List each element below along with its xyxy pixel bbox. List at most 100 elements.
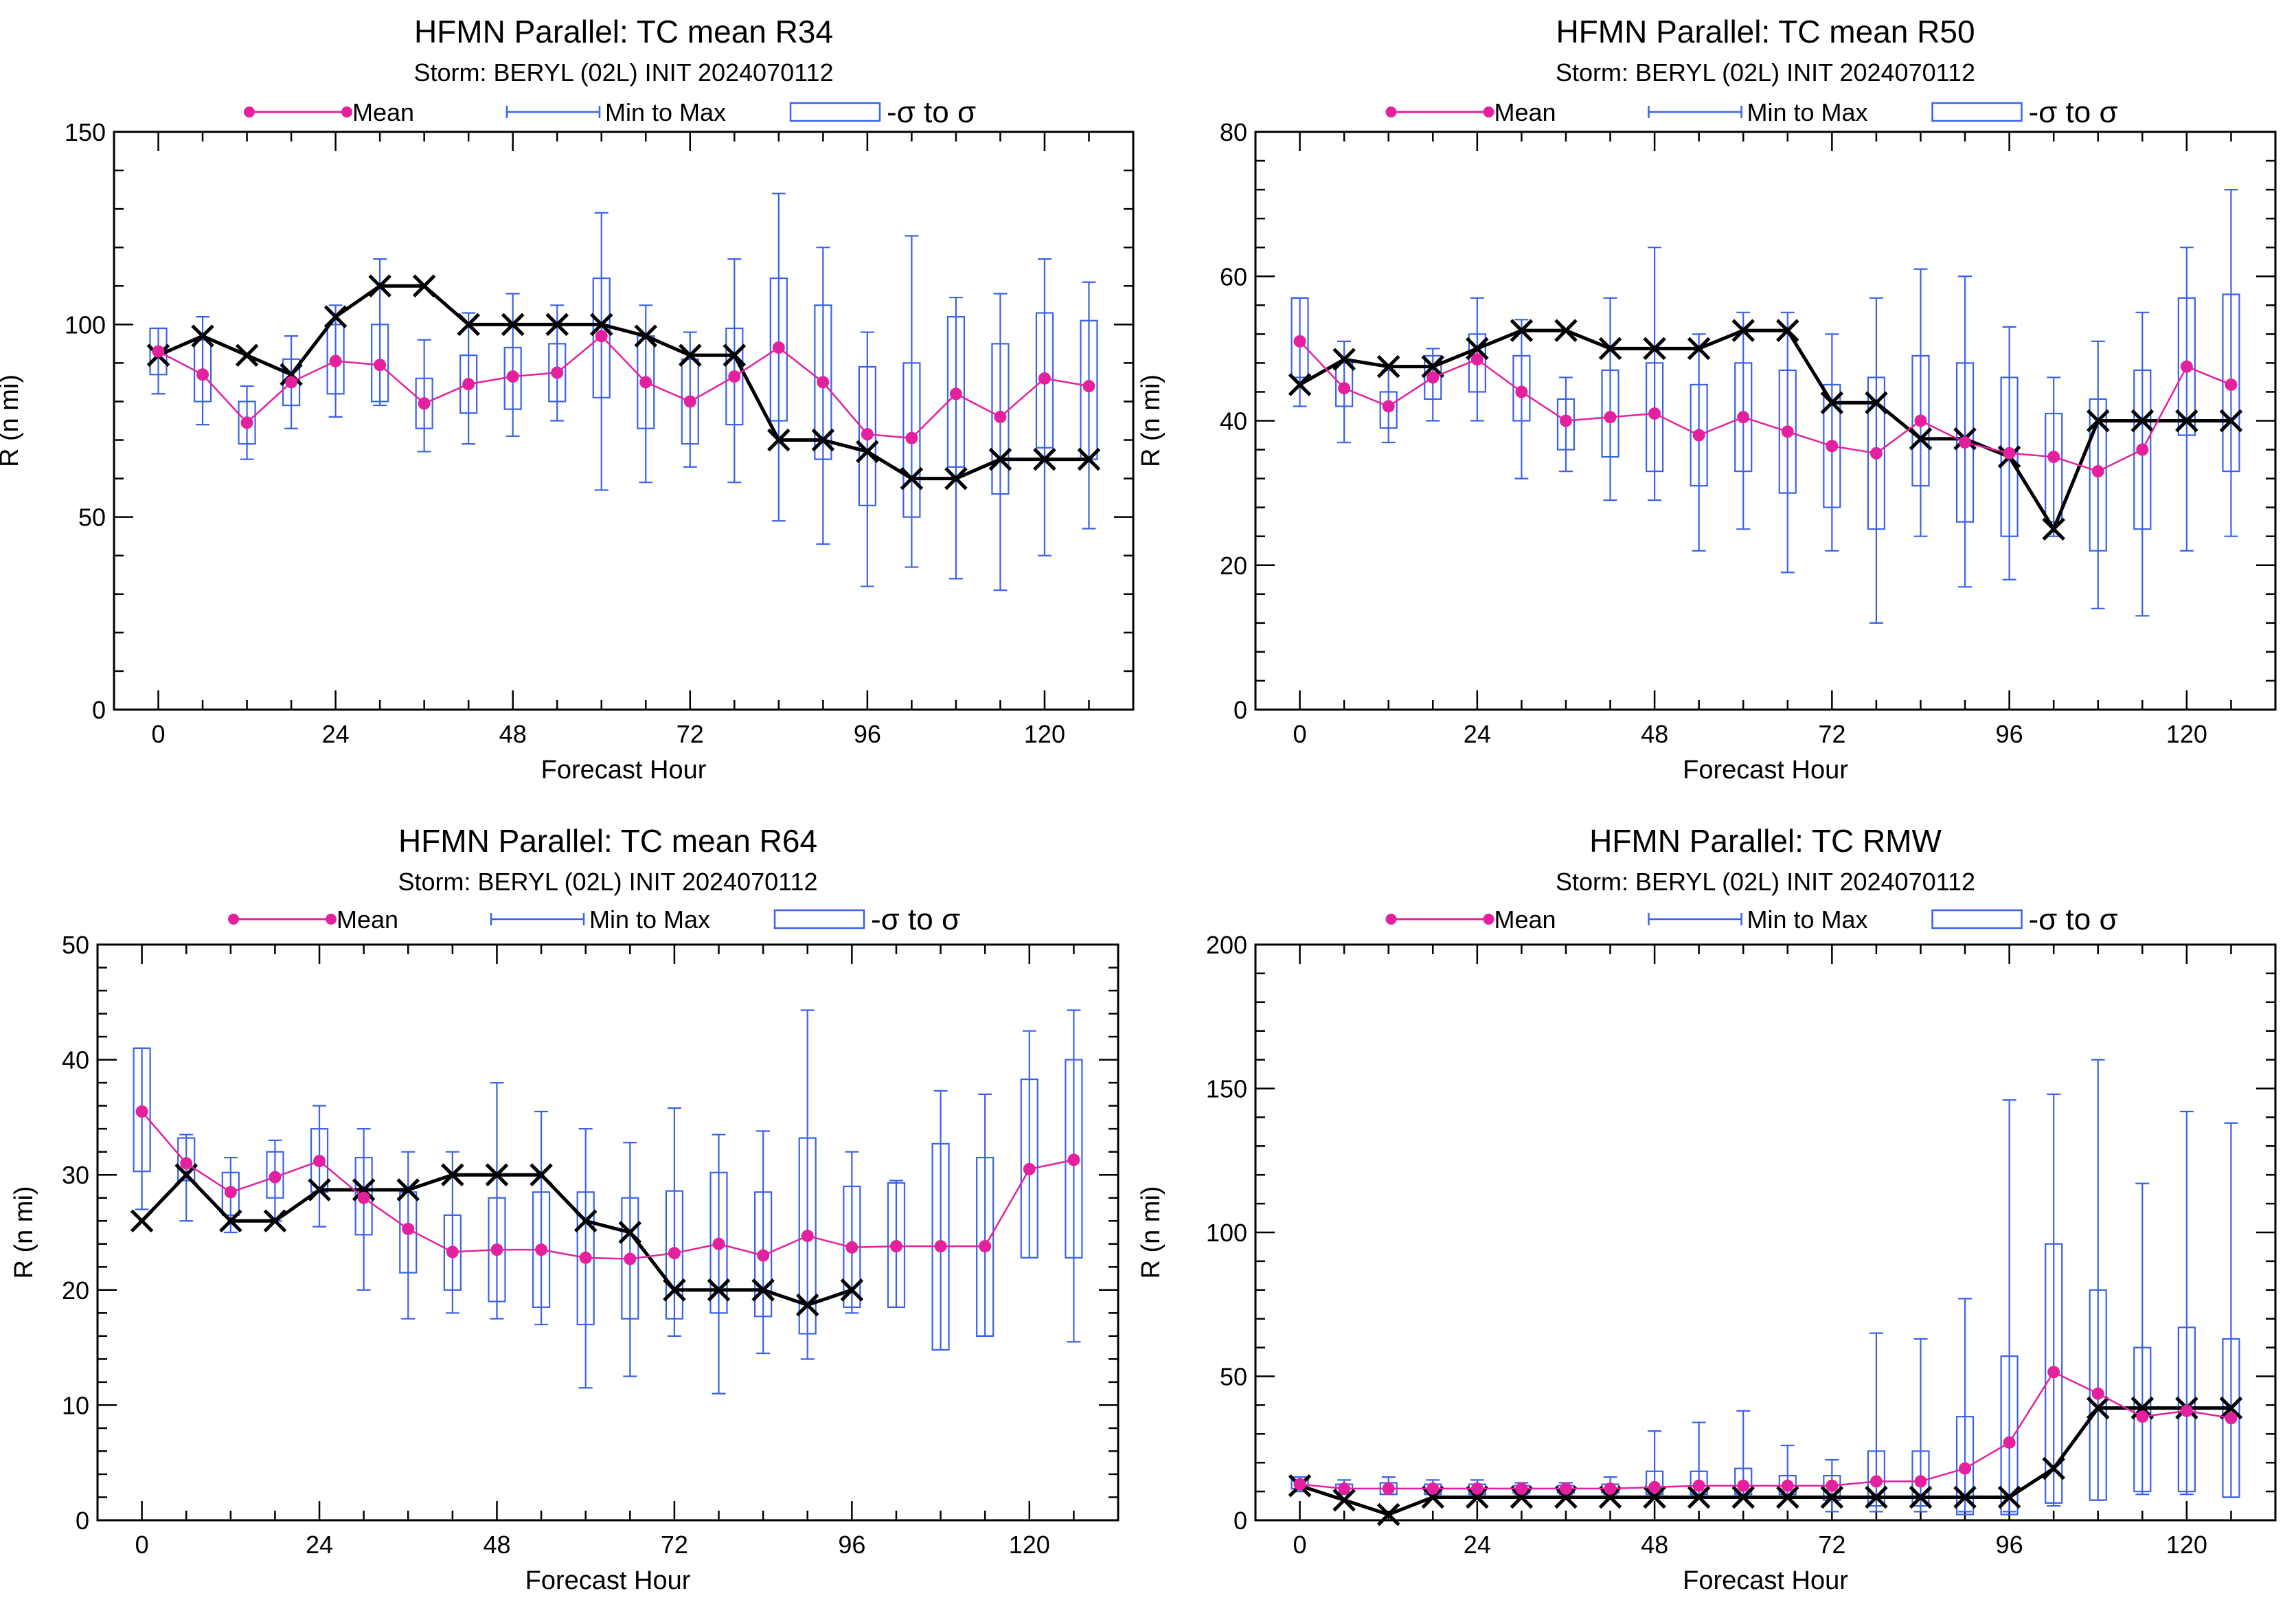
mean-point bbox=[2180, 1404, 2193, 1417]
mean-point bbox=[418, 397, 431, 410]
actual-series bbox=[130, 1163, 864, 1317]
mean-point bbox=[712, 1237, 725, 1250]
box-whisker bbox=[2133, 1182, 2152, 1496]
actual-marker bbox=[1909, 1485, 1933, 1509]
x-stroke bbox=[1510, 319, 1534, 342]
mean-point bbox=[1382, 400, 1395, 413]
mean-point bbox=[1692, 1479, 1705, 1492]
x-tick-label: 48 bbox=[1641, 1531, 1668, 1559]
x-stroke bbox=[1033, 447, 1056, 471]
sigma-box bbox=[902, 362, 921, 518]
legend-minmax-label: Min to Max bbox=[605, 98, 726, 126]
box-whisker bbox=[371, 258, 389, 407]
actual-line bbox=[1299, 328, 2231, 531]
y-tick-label: 50 bbox=[1220, 1363, 1247, 1391]
box-whisker bbox=[2177, 1110, 2196, 1496]
actual-marker bbox=[485, 1163, 509, 1186]
box-whisker-series bbox=[1291, 1059, 2240, 1515]
box-whisker bbox=[1778, 311, 1797, 574]
mean-point bbox=[506, 370, 519, 383]
x-tick-label: 120 bbox=[2166, 1531, 2207, 1559]
x-tick-label: 72 bbox=[1818, 720, 1845, 748]
x-stroke bbox=[1421, 354, 1445, 379]
sigma-box bbox=[2133, 369, 2152, 530]
x-stroke bbox=[1332, 348, 1356, 371]
mean-point bbox=[1914, 1475, 1927, 1488]
x-stroke bbox=[368, 274, 391, 298]
y-tick-label: 40 bbox=[1220, 407, 1247, 436]
sigma-box bbox=[1690, 1470, 1708, 1496]
sigma-box bbox=[459, 354, 478, 414]
mean-point bbox=[595, 330, 608, 343]
box-whisker bbox=[503, 293, 522, 438]
actual-marker bbox=[1865, 1485, 1888, 1509]
x-stroke bbox=[795, 1293, 819, 1317]
legend-minmax-label: Min to Max bbox=[1747, 905, 1868, 934]
legend-sigma-box bbox=[789, 102, 881, 122]
y-tick-label: 100 bbox=[1206, 1219, 1247, 1247]
actual-marker bbox=[130, 1209, 154, 1233]
x-tick-label: 24 bbox=[1464, 720, 1491, 748]
mean-point bbox=[535, 1243, 548, 1256]
actual-marker bbox=[2175, 409, 2198, 433]
x-stroke bbox=[323, 305, 348, 328]
mean-point bbox=[2003, 1436, 2016, 1449]
mean-point bbox=[1781, 425, 1794, 438]
box-whisker-series bbox=[149, 192, 1098, 591]
legend-mean-label: Mean bbox=[1494, 905, 1556, 934]
actual-marker bbox=[1865, 391, 1888, 414]
y-tick-label: 20 bbox=[62, 1276, 89, 1305]
mean-point bbox=[1382, 1482, 1395, 1495]
x-stroke bbox=[2042, 1456, 2065, 1480]
legend-mean-marker bbox=[1385, 914, 1397, 925]
mean-point bbox=[624, 1252, 637, 1265]
x-stroke bbox=[219, 1209, 242, 1233]
x-stroke bbox=[1687, 1485, 1711, 1509]
mean-point bbox=[224, 1186, 237, 1199]
legend-sigma-box bbox=[1931, 909, 2023, 929]
box-whisker bbox=[2177, 247, 2196, 552]
actual-marker bbox=[1421, 1485, 1445, 1509]
mean-point bbox=[1737, 411, 1750, 424]
legend: Mean Min to Max -σ to σ bbox=[244, 95, 976, 129]
y-tick-label: 40 bbox=[62, 1046, 89, 1074]
actual-marker bbox=[840, 1278, 864, 1302]
x-stroke bbox=[130, 1209, 154, 1233]
x-stroke bbox=[1820, 391, 1844, 414]
box-whisker bbox=[1955, 1298, 1975, 1515]
x-stroke bbox=[2042, 517, 2065, 541]
y-axis-label: R (n mi) bbox=[1137, 374, 1166, 467]
x-tick-label: 96 bbox=[854, 720, 881, 748]
x-stroke bbox=[2219, 1396, 2243, 1420]
mean-point bbox=[2003, 447, 2016, 460]
legend-mean-marker bbox=[1483, 106, 1494, 117]
actual-marker bbox=[944, 466, 968, 490]
x-stroke bbox=[545, 313, 569, 337]
actual-marker bbox=[1510, 1485, 1534, 1509]
actual-marker bbox=[2042, 1456, 2065, 1480]
x-stroke bbox=[2086, 1396, 2110, 1420]
chart-panel-2: HFMN Parallel: TC mean R50 Storm: BERYL (… bbox=[1137, 14, 2277, 785]
actual-marker bbox=[589, 313, 613, 337]
actual-marker bbox=[2086, 1396, 2110, 1420]
box-whisker bbox=[2045, 1093, 2063, 1507]
box-whisker bbox=[2222, 1122, 2240, 1498]
sigma-box bbox=[1911, 354, 1930, 487]
x-stroke bbox=[1376, 354, 1400, 379]
y-tick-label: 80 bbox=[1220, 118, 1247, 146]
chart-title: HFMN Parallel: TC mean R34 bbox=[414, 14, 833, 49]
x-tick-label: 96 bbox=[838, 1531, 865, 1559]
legend: Mean Min to Max -σ to σ bbox=[1385, 95, 2118, 129]
box-whisker bbox=[754, 1130, 773, 1355]
mean-point bbox=[135, 1105, 148, 1118]
x-stroke bbox=[308, 1178, 331, 1202]
sigma-box bbox=[326, 324, 345, 395]
actual-marker bbox=[767, 428, 791, 452]
actual-series bbox=[1288, 1396, 2243, 1526]
mean-line bbox=[1299, 1371, 2231, 1490]
x-stroke bbox=[1554, 319, 1578, 342]
x-stroke bbox=[856, 440, 879, 464]
mean-point bbox=[817, 376, 830, 389]
legend-mean-marker bbox=[1483, 914, 1494, 925]
sigma-box bbox=[1335, 362, 1354, 407]
